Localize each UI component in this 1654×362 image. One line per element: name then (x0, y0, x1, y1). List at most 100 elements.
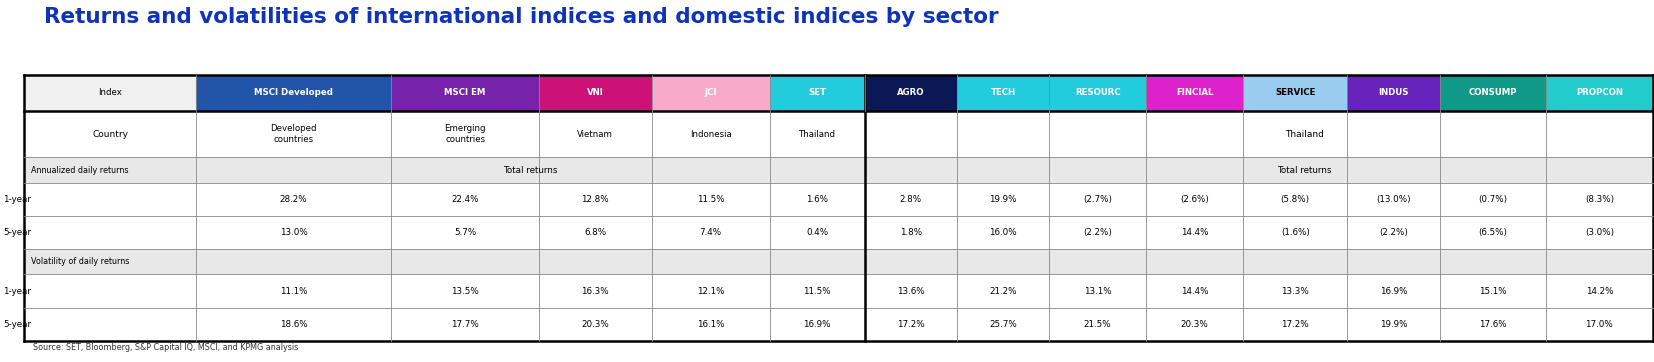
Text: (8.3%): (8.3%) (1585, 195, 1614, 204)
Text: 16.1%: 16.1% (696, 320, 724, 329)
Text: (3.0%): (3.0%) (1585, 228, 1614, 237)
Bar (1439, 75, 1546, 111)
Text: Thailand: Thailand (799, 130, 835, 139)
Bar (25, 157, 1652, 183)
Text: (0.7%): (0.7%) (1479, 195, 1507, 204)
Text: 17.2%: 17.2% (1282, 320, 1308, 329)
Bar (1348, 75, 1439, 111)
Bar (1244, 75, 1348, 111)
Text: 20.3%: 20.3% (1181, 320, 1209, 329)
Text: INDUS: INDUS (1378, 88, 1409, 97)
Text: 2.8%: 2.8% (900, 195, 921, 204)
Text: 5-year: 5-year (3, 228, 31, 237)
Text: CONSUMP: CONSUMP (1469, 88, 1517, 97)
Text: 22.4%: 22.4% (452, 195, 480, 204)
Text: (1.6%): (1.6%) (1280, 228, 1310, 237)
Text: SERVICE: SERVICE (1275, 88, 1315, 97)
Text: 17.6%: 17.6% (1479, 320, 1507, 329)
Bar (956, 75, 1049, 111)
Text: 18.6%: 18.6% (280, 320, 308, 329)
Text: FINCIAL: FINCIAL (1176, 88, 1214, 97)
Text: TECH: TECH (991, 88, 1016, 97)
Text: 17.0%: 17.0% (1586, 320, 1613, 329)
Text: Source: SET, Bloomberg, S&P Capital IQ, MSCI, and KPMG analysis: Source: SET, Bloomberg, S&P Capital IQ, … (33, 342, 298, 352)
Text: MSCI Developed: MSCI Developed (255, 88, 332, 97)
Bar (1146, 75, 1244, 111)
Text: Vietnam: Vietnam (577, 130, 614, 139)
Text: Total returns: Total returns (1277, 165, 1331, 174)
Text: (2.2%): (2.2%) (1379, 228, 1408, 237)
Text: 14.4%: 14.4% (1181, 286, 1209, 295)
Text: RESOURC: RESOURC (1075, 88, 1120, 97)
Text: SET: SET (809, 88, 827, 97)
Text: (5.8%): (5.8%) (1280, 195, 1310, 204)
Text: 12.1%: 12.1% (696, 286, 724, 295)
Bar (392, 75, 539, 111)
Text: 5-year: 5-year (3, 320, 31, 329)
Bar (769, 75, 865, 111)
Text: AGRO: AGRO (896, 88, 925, 97)
Text: 11.5%: 11.5% (696, 195, 724, 204)
Text: Total returns: Total returns (503, 165, 557, 174)
Bar (25, 274, 1652, 308)
Text: Indonesia: Indonesia (690, 130, 731, 139)
Text: JCI: JCI (705, 88, 716, 97)
Bar (1049, 75, 1146, 111)
Text: 14.2%: 14.2% (1586, 286, 1613, 295)
Text: Index: Index (98, 88, 122, 97)
Text: 5.7%: 5.7% (455, 228, 476, 237)
Text: 13.6%: 13.6% (896, 286, 925, 295)
Bar (652, 75, 769, 111)
Bar (25, 111, 1652, 157)
Bar (25, 75, 195, 111)
Bar (1546, 75, 1652, 111)
Text: PROPCON: PROPCON (1576, 88, 1623, 97)
Text: 13.1%: 13.1% (1083, 286, 1111, 295)
Text: 11.5%: 11.5% (804, 286, 830, 295)
Text: 14.4%: 14.4% (1181, 228, 1209, 237)
Text: 0.4%: 0.4% (805, 228, 829, 237)
Text: 17.2%: 17.2% (896, 320, 925, 329)
Text: (2.2%): (2.2%) (1083, 228, 1111, 237)
Text: 1.8%: 1.8% (900, 228, 921, 237)
Bar (25, 249, 1652, 274)
Text: Emerging
countries: Emerging countries (445, 125, 486, 144)
Text: 1-year: 1-year (3, 195, 31, 204)
Text: (13.0%): (13.0%) (1376, 195, 1411, 204)
Text: 13.0%: 13.0% (280, 228, 308, 237)
Bar (539, 75, 652, 111)
Text: 7.4%: 7.4% (700, 228, 721, 237)
Text: 16.9%: 16.9% (804, 320, 830, 329)
Text: MSCI EM: MSCI EM (445, 88, 486, 97)
Text: Developed
countries: Developed countries (270, 125, 318, 144)
Text: (6.5%): (6.5%) (1479, 228, 1507, 237)
Text: 28.2%: 28.2% (280, 195, 308, 204)
Text: 1.6%: 1.6% (805, 195, 829, 204)
Text: Annualized daily returns: Annualized daily returns (31, 165, 129, 174)
Text: 21.2%: 21.2% (989, 286, 1017, 295)
Text: 25.7%: 25.7% (989, 320, 1017, 329)
Text: VNI: VNI (587, 88, 604, 97)
Text: Returns and volatilities of international indices and domestic indices by sector: Returns and volatilities of internationa… (45, 7, 999, 27)
Text: (2.6%): (2.6%) (1181, 195, 1209, 204)
Text: Volatility of daily returns: Volatility of daily returns (31, 257, 129, 266)
Bar (865, 75, 956, 111)
Text: 17.7%: 17.7% (452, 320, 480, 329)
Text: 11.1%: 11.1% (280, 286, 308, 295)
Text: 16.0%: 16.0% (989, 228, 1017, 237)
Text: 12.8%: 12.8% (582, 195, 609, 204)
Text: (2.7%): (2.7%) (1083, 195, 1111, 204)
Text: 19.9%: 19.9% (1379, 320, 1408, 329)
Text: 16.3%: 16.3% (582, 286, 609, 295)
Text: 1-year: 1-year (3, 286, 31, 295)
Text: 13.5%: 13.5% (452, 286, 480, 295)
Bar (25, 308, 1652, 341)
Text: 13.3%: 13.3% (1282, 286, 1308, 295)
Text: 6.8%: 6.8% (584, 228, 607, 237)
Text: 21.5%: 21.5% (1083, 320, 1111, 329)
Text: 19.9%: 19.9% (989, 195, 1017, 204)
Text: 20.3%: 20.3% (582, 320, 609, 329)
Text: Thailand: Thailand (1285, 130, 1325, 139)
Text: 15.1%: 15.1% (1479, 286, 1507, 295)
Text: Country: Country (93, 130, 127, 139)
